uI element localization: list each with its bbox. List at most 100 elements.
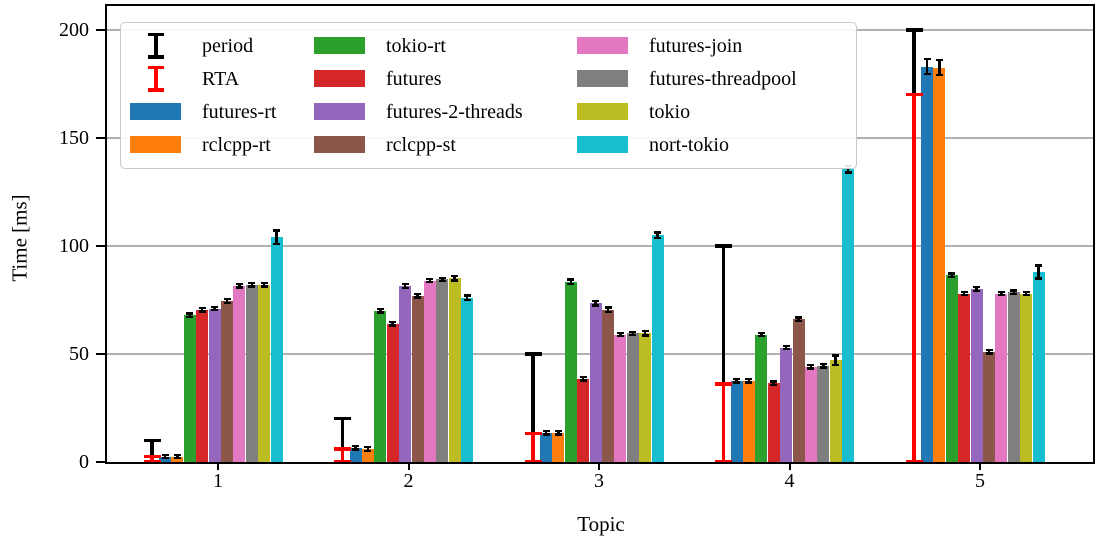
y-tick-mark (96, 461, 106, 463)
error-bar-line (1024, 291, 1028, 296)
bar-futures-2-threads (399, 285, 412, 462)
error-bar-line (912, 30, 916, 95)
errorbar-glyph-cap (147, 88, 164, 92)
error-bar-line (987, 350, 991, 354)
error-bar-cap (997, 290, 1005, 293)
bar-rclcpp-rt (742, 381, 755, 462)
error-bar-cap (948, 275, 956, 278)
error-bar-cap (757, 335, 765, 338)
error-bar-cap (807, 367, 815, 370)
error-bar-line (631, 331, 635, 336)
bar-futures-2-threads (780, 347, 793, 462)
legend-swatch-tokio-rt (314, 37, 365, 54)
bar-tokio-rt (374, 310, 387, 462)
legend-column: tokio-rt futures futures-2-threads rclcpp-s… (314, 29, 523, 161)
period-errorbar-icon (130, 32, 181, 59)
error-bar-cap (1035, 264, 1043, 267)
error-bar-line (250, 283, 254, 287)
error-bar-line (569, 279, 573, 284)
legend-swatch-rclcpp-st (314, 136, 365, 153)
error-bar-cap (629, 333, 637, 337)
legend-swatch-futures-rt (130, 103, 181, 120)
error-bar-line (354, 446, 357, 450)
error-bar-cap (198, 310, 206, 313)
legend-label: futures-2-threads (386, 100, 523, 123)
bar-futures (958, 293, 971, 462)
error-bar-cap (438, 279, 446, 283)
legend-label: period (202, 34, 254, 57)
error-bar-cap (795, 319, 802, 323)
legend-label: nort-tokio (649, 133, 729, 156)
bar-futures-threadpool (245, 284, 258, 462)
bar-futures-2-threads (208, 308, 221, 462)
legend-label: futures-join (649, 34, 743, 57)
bar-rclcpp-st (411, 295, 424, 462)
legend-label: RTA (202, 67, 240, 90)
bar-nort-tokio (270, 237, 283, 462)
x-tick-mark (598, 462, 600, 470)
errorbar-glyph-cap (147, 32, 164, 36)
error-bar-cap (592, 304, 600, 307)
error-bar-cap (715, 382, 732, 386)
error-bar-cap (438, 276, 446, 279)
legend-item-tokio: tokio (577, 95, 797, 128)
error-bar-cap (923, 73, 931, 76)
legend-swatch-nort-tokio (577, 136, 628, 153)
legend-item-futures-threadpool: futures-threadpool (577, 62, 797, 95)
bar-tokio-rt (945, 275, 958, 462)
error-bar-cap (985, 352, 993, 355)
bar-nort-tokio (1032, 271, 1045, 462)
bar-futures-join (614, 334, 627, 462)
bar-futures-rt (540, 432, 552, 462)
error-bar-line (772, 381, 775, 385)
error-bar-cap (376, 311, 384, 314)
legend-swatch-rclcpp-rt (130, 136, 181, 153)
error-bar-line (1037, 265, 1040, 279)
bar-futures (386, 323, 399, 462)
bar-futures (577, 378, 590, 462)
error-bar-cap (173, 457, 181, 460)
bar-nort-tokio (651, 235, 664, 462)
error-bar-cap (641, 334, 649, 337)
x-tick-label: 4 (784, 470, 795, 492)
bar-rclcpp-st (983, 351, 995, 462)
error-bar-line (163, 454, 167, 459)
x-tick-mark (217, 462, 219, 470)
error-bar-cap (973, 285, 981, 289)
error-bar-line (619, 332, 622, 337)
error-bar-line (465, 295, 469, 300)
bar-futures-join (233, 285, 246, 462)
error-bar-cap (352, 448, 359, 451)
error-bar-cap (143, 460, 161, 464)
error-bar-line (834, 355, 837, 366)
bar-futures-join (995, 293, 1008, 462)
y-tick-mark (96, 137, 106, 139)
error-bar-cap (401, 282, 409, 285)
error-bar-cap (579, 375, 587, 379)
error-bar-line (797, 317, 800, 322)
bar-futures-threadpool (1007, 292, 1020, 462)
bar-tokio (1020, 293, 1033, 462)
error-bar-line (150, 440, 154, 457)
error-bar-cap (248, 285, 256, 288)
error-bar-cap (973, 290, 981, 293)
grid-line (107, 245, 1095, 247)
error-bar-cap (173, 453, 181, 456)
bar-futures-join (423, 280, 436, 462)
error-bar-cap (770, 380, 778, 383)
error-bar-cap (389, 320, 397, 324)
error-bar-cap (604, 310, 612, 313)
error-bar-line (176, 454, 179, 459)
error-bar-line (735, 379, 738, 383)
bar-futures-rt (921, 66, 933, 462)
error-bar-line (262, 283, 266, 287)
error-bar-cap (905, 93, 923, 97)
error-bar-line (938, 60, 941, 76)
legend-item-period: period (130, 29, 276, 62)
legend-swatch-futures-join (577, 37, 628, 54)
error-bar-cap (352, 444, 359, 448)
error-bar-cap (364, 449, 372, 452)
y-tick-mark (96, 353, 106, 355)
error-bar-line (975, 287, 978, 292)
